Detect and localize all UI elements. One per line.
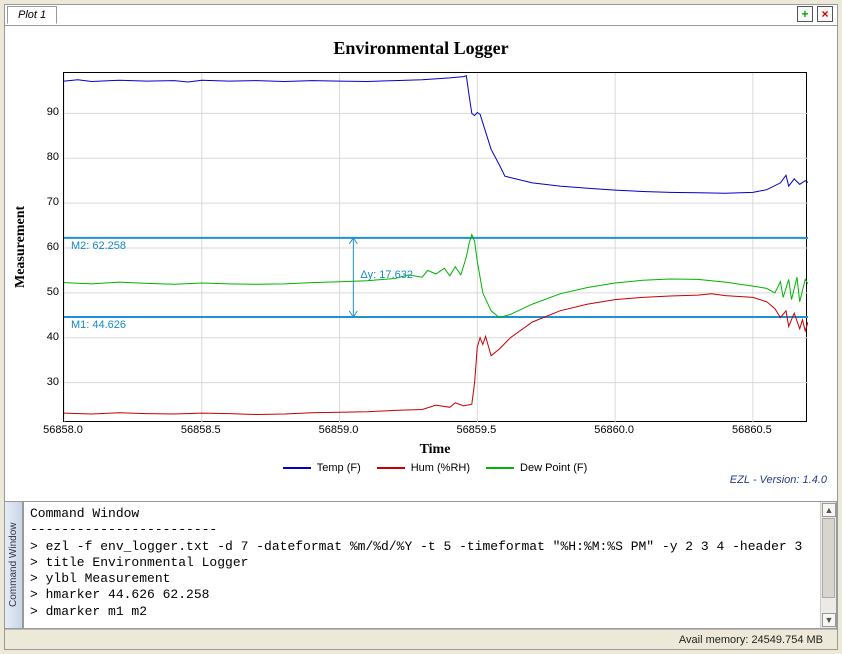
add-plot-icon[interactable]: + (797, 6, 813, 22)
command-window-scrollbar[interactable]: ▲ ▼ (820, 502, 836, 628)
legend-item: Hum (%RH) (377, 462, 470, 474)
plot-tab[interactable]: Plot 1 (7, 6, 57, 24)
legend-item: Temp (F) (283, 462, 361, 474)
chart-svg (64, 73, 808, 423)
close-plot-icon[interactable]: × (817, 6, 833, 22)
version-note: EZL - Version: 1.4.0 (730, 474, 827, 486)
legend-swatch (283, 467, 311, 469)
legend-item: Dew Point (F) (486, 462, 587, 474)
y-tick-label: 40 (47, 331, 59, 343)
y-tick-label: 60 (47, 241, 59, 253)
y-tick-labels: 30 40 50 60 70 80 90 (35, 72, 59, 422)
legend-swatch (486, 467, 514, 469)
x-axis-label: Time (63, 442, 807, 458)
legend-label: Dew Point (F) (520, 462, 587, 474)
scroll-thumb[interactable] (822, 518, 835, 598)
y-axis-label: Measurement (11, 72, 31, 422)
command-window-sidebar[interactable]: Command Window (5, 501, 23, 629)
scroll-up-icon[interactable]: ▲ (822, 503, 836, 517)
x-tick-label: 56859.0 (319, 424, 359, 436)
scroll-down-icon[interactable]: ▼ (822, 613, 836, 627)
legend-label: Hum (%RH) (411, 462, 470, 474)
x-tick-label: 56860.0 (594, 424, 634, 436)
status-memory-label: Avail memory: (679, 634, 748, 646)
command-window: Command Window ------------------------ … (23, 501, 837, 629)
legend: Temp (F) Hum (%RH) Dew Point (F) (63, 460, 807, 474)
marker-m2-label: M2: 62.258 (71, 240, 126, 252)
y-tick-label: 70 (47, 196, 59, 208)
y-tick-label: 50 (47, 286, 59, 298)
y-tick-label: 80 (47, 151, 59, 163)
y-tick-label: 90 (47, 106, 59, 118)
plot-tabbar: Plot 1 + × (5, 5, 837, 25)
status-bar: Avail memory: 24549.754 MB (5, 629, 837, 649)
x-tick-labels: 56858.056858.556859.056859.556860.056860… (63, 424, 807, 440)
x-tick-label: 56860.5 (732, 424, 772, 436)
plot-area: Environmental Logger Measurement Time 30… (5, 25, 837, 489)
y-tick-label: 30 (47, 376, 59, 388)
chart-plot[interactable] (63, 72, 807, 422)
marker-delta-label: Δy: 17.632 (360, 269, 413, 281)
legend-swatch (377, 467, 405, 469)
chart-title: Environmental Logger (5, 38, 837, 59)
legend-label: Temp (F) (317, 462, 361, 474)
main-frame: Plot 1 + × Environmental Logger Measurem… (4, 4, 838, 650)
command-window-body[interactable]: Command Window ------------------------ … (24, 502, 820, 628)
x-tick-label: 56858.0 (43, 424, 83, 436)
x-tick-label: 56858.5 (181, 424, 221, 436)
marker-m1-label: M1: 44.626 (71, 319, 126, 331)
status-memory-value: 24549.754 MB (751, 634, 823, 646)
x-tick-label: 56859.5 (456, 424, 496, 436)
